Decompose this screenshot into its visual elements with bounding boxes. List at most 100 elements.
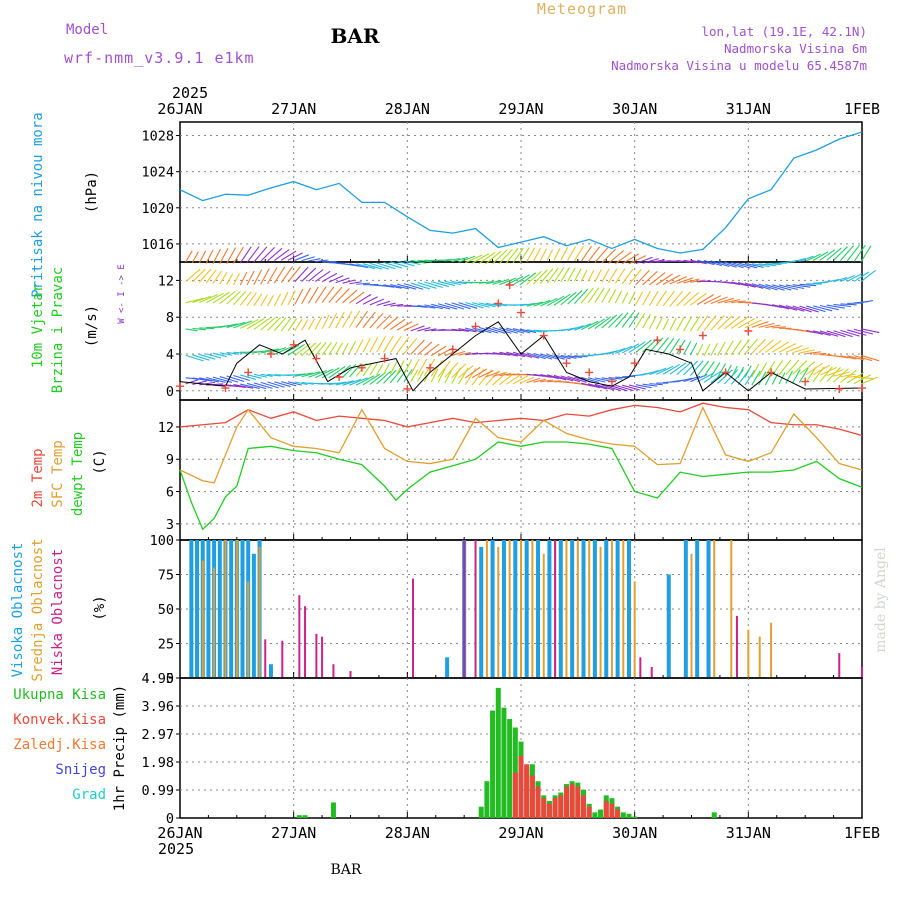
wind-arrow: [847, 375, 862, 378]
wind-arrow: [608, 289, 617, 303]
y-tick-label: 4: [166, 347, 174, 363]
wind-arrow: [206, 376, 226, 383]
top-tick-label: 31JAN: [726, 100, 771, 118]
wind-arrow: [546, 295, 565, 307]
wind-arrow: [512, 351, 533, 359]
cloud-mid-bar: [213, 567, 216, 678]
wind-arrow: [437, 303, 458, 310]
wind-arrow: [587, 287, 600, 304]
wind-arrow: [696, 360, 710, 377]
wind-arrow: [240, 383, 260, 390]
cloud-low-bar: [412, 578, 415, 678]
cloud-mid-bar: [633, 581, 636, 678]
wind-arrow: [621, 253, 640, 265]
wind-gust-mark: [721, 368, 730, 377]
wind-arrow: [478, 251, 496, 265]
wind-arrow: [546, 267, 559, 284]
wind-arrow: [383, 261, 403, 269]
wind-arrow: [792, 360, 808, 375]
panel-1: 0 4 8 12: [158, 244, 880, 401]
wind-arrow: [696, 344, 704, 356]
panel-4: 0 0.99 1.98 2.97 3.96 4.95: [141, 671, 863, 827]
wind-arrow: [805, 362, 823, 375]
precip-total-bar: [626, 813, 632, 818]
precip-conv-bar: [609, 803, 615, 818]
wind-arrow: [526, 247, 536, 262]
wind-arrow: [703, 371, 721, 383]
wind-arrow: [806, 351, 821, 355]
wind-arrows: [185, 244, 880, 392]
bottom-year-label: 2025: [158, 840, 194, 858]
wind-arrow: [314, 286, 327, 304]
wind-arrow: [233, 383, 254, 389]
wind-arrow: [342, 378, 362, 386]
wind-arrow: [806, 305, 826, 313]
wind-arrow: [546, 249, 554, 261]
wind-arrow: [683, 278, 700, 284]
wind-arrow: [233, 374, 251, 382]
wind-arrow: [410, 339, 425, 355]
wind-speed-line: [179, 321, 863, 392]
wind-arrow: [655, 273, 673, 286]
wind-arrow: [547, 353, 565, 360]
cloud-high-bar: [189, 540, 194, 678]
cloud-mid-bar: [588, 540, 591, 678]
cloud-mid-bar: [565, 540, 568, 678]
wind-arrow: [274, 381, 291, 388]
wind-arrow: [328, 313, 338, 329]
wind-arrow: [348, 310, 361, 328]
cloud-low-bar: [281, 640, 284, 678]
wind-arrow: [185, 328, 198, 332]
wind-gust-mark: [744, 327, 753, 335]
wind-arrow: [615, 345, 633, 354]
wind-arrow: [778, 359, 792, 376]
wind-arrow: [485, 250, 502, 265]
wind-arrow: [710, 315, 725, 331]
wind-arrow: [581, 376, 600, 384]
wind-arrow: [205, 269, 217, 284]
wind-arrow: [799, 305, 819, 313]
wind-arrow: [839, 245, 855, 261]
coords-label: lon,lat (19.1E, 42.1N): [701, 24, 867, 39]
bottom-time-ticks: 26JAN 27JAN 28JAN 29JAN 30JAN 31JAN 1FEB: [157, 824, 880, 842]
precip-total-bar: [512, 727, 518, 818]
wind-arrow: [321, 341, 332, 356]
wind-arrow: [622, 384, 640, 391]
wind-gust-mark: [835, 384, 844, 393]
wind-arrow: [580, 269, 588, 282]
wind-arrow: [253, 317, 271, 330]
wind-arrow: [287, 317, 298, 332]
wind-gust-mark: [676, 345, 685, 354]
wind-arrow: [403, 283, 424, 290]
wind-arrow: [294, 266, 309, 283]
wind-arrow: [417, 341, 433, 356]
wind-arrow: [424, 343, 440, 356]
temp-dewpt-line: [179, 441, 863, 531]
wind-arrow: [226, 321, 246, 329]
wind-arrow: [410, 369, 419, 382]
wind-arrow: [724, 316, 741, 330]
wind-arrow: [519, 376, 535, 384]
wind-arrow: [431, 303, 451, 310]
y-tick-label: 0: [166, 384, 174, 400]
wind-arrow: [410, 358, 420, 376]
wind-arrow: [199, 327, 215, 330]
wind-arrow: [553, 293, 571, 306]
wind-arrow: [430, 345, 447, 357]
cloud-unit: (%): [92, 595, 108, 620]
panel-frame: [179, 121, 863, 263]
wind-arrow: [628, 269, 642, 285]
wind-arrow: [301, 319, 309, 331]
wind-arrow: [724, 281, 741, 286]
wind-arrow: [519, 328, 537, 334]
wind-arrow: [717, 260, 737, 268]
wind-arrow: [751, 321, 769, 328]
panel-frame: [179, 399, 863, 541]
wind-arrow: [553, 354, 571, 360]
wind-arrow: [669, 338, 680, 354]
wind-arrow: [212, 270, 222, 284]
wind-arrow: [690, 292, 707, 306]
wind-arrow: [260, 348, 280, 354]
wind-arrow: [751, 283, 771, 290]
wind-arrow: [390, 261, 409, 268]
